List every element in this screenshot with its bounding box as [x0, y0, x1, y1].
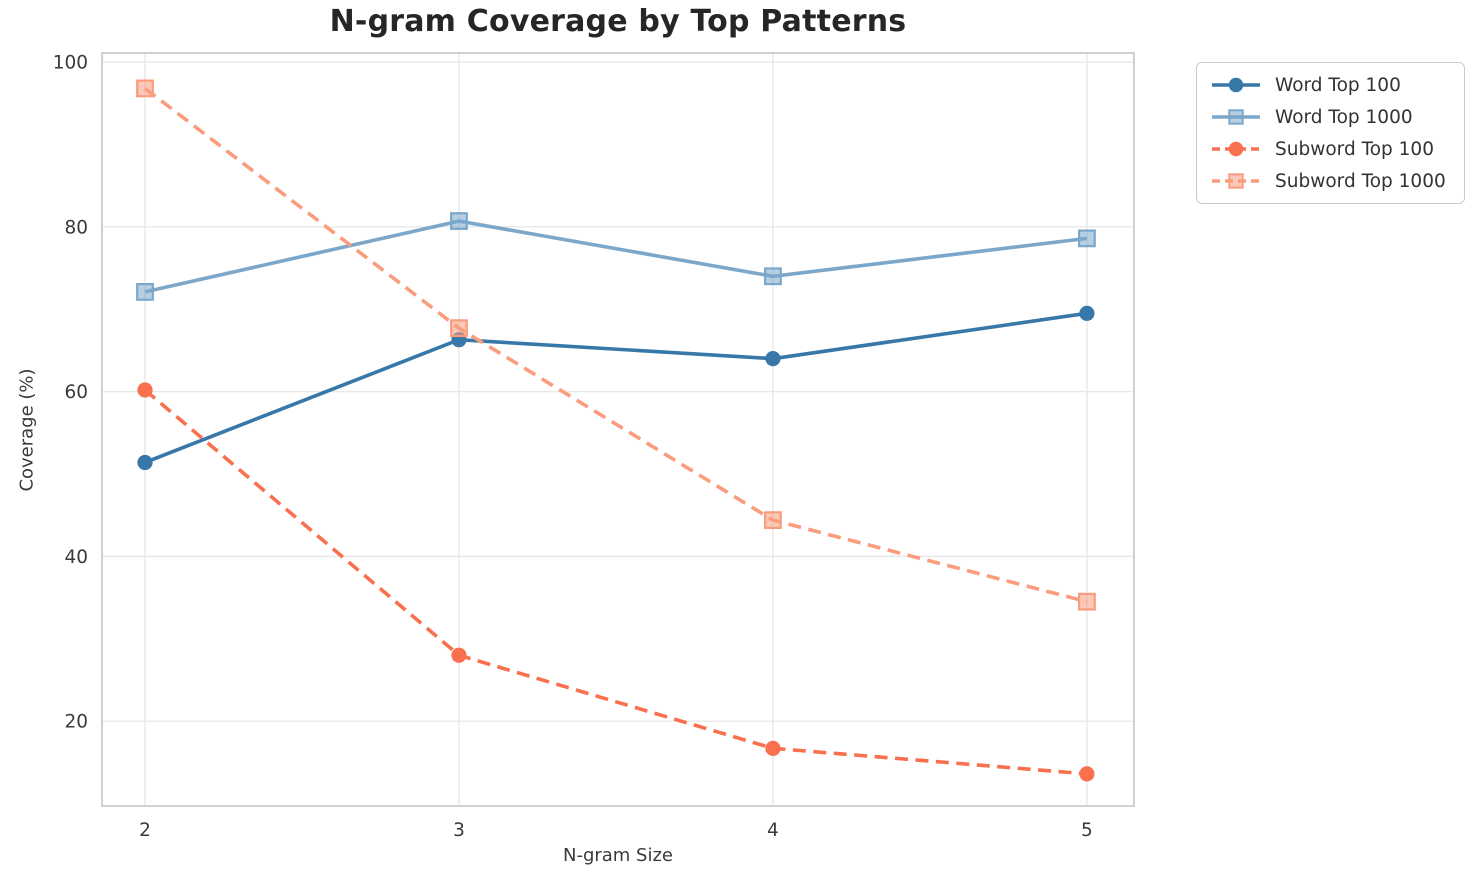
data-point-word-top-1000: [1078, 229, 1096, 248]
legend-label: Word Top 100: [1275, 74, 1401, 96]
y-tick-label: 60: [64, 382, 88, 403]
x-axis-label: N-gram Size: [562, 845, 674, 866]
y-tick-label: 80: [64, 217, 88, 238]
data-point-word-top-100: [765, 351, 781, 367]
series-line-subword-top-1000: [143, 86, 1088, 604]
legend-label: Subword Top 100: [1275, 138, 1434, 160]
x-tick-label: 3: [453, 820, 465, 841]
legend-sample-word-top-1000: [1212, 109, 1260, 125]
data-point-word-top-100: [137, 454, 153, 471]
legend-label: Word Top 1000: [1275, 106, 1413, 128]
series-line-word-top-100: [144, 311, 1088, 465]
y-tick-label: 20: [64, 712, 88, 733]
data-point-word-top-1000: [450, 212, 468, 230]
series-line-subword-top-100: [143, 388, 1088, 776]
data-point-word-top-100: [1079, 305, 1095, 321]
data-point-subword-top-100: [137, 382, 153, 398]
legend-item-subword-top-100: Subword Top 100: [1210, 138, 1446, 160]
data-point-subword-top-1000: [764, 511, 782, 530]
x-tick-label: 4: [767, 820, 779, 841]
legend-sample-subword-top-100: [1212, 141, 1260, 157]
data-point-subword-top-100: [451, 647, 467, 663]
legend-item-subword-top-1000: Subword Top 1000: [1210, 170, 1446, 192]
y-tick-label: 40: [64, 547, 88, 568]
legend-item-word-top-1000: Word Top 1000: [1210, 106, 1446, 128]
legend-label: Subword Top 1000: [1275, 170, 1446, 192]
series-line-word-top-1000: [144, 219, 1088, 294]
data-point-word-top-1000: [764, 267, 782, 286]
y-tick-label: 100: [53, 53, 88, 74]
data-point-subword-top-100: [765, 740, 781, 756]
legend-sample-subword-top-1000: [1212, 173, 1260, 189]
data-point-subword-top-100: [1079, 766, 1095, 782]
data-point-word-top-1000: [136, 283, 154, 301]
legend: Word Top 100 Word Top 1000 Subword Top 100…: [1196, 62, 1465, 204]
x-tick-label: 2: [139, 820, 151, 841]
chart-title: N-gram Coverage by Top Patterns: [329, 4, 907, 39]
legend-sample-word-top-100: [1212, 77, 1260, 93]
x-tick-label: 5: [1081, 820, 1093, 841]
plot-frame: [101, 52, 1135, 807]
data-point-subword-top-1000: [1078, 592, 1096, 611]
data-point-subword-top-1000: [450, 319, 468, 338]
legend-item-word-top-100: Word Top 100: [1210, 74, 1446, 96]
data-point-subword-top-1000: [136, 79, 154, 98]
